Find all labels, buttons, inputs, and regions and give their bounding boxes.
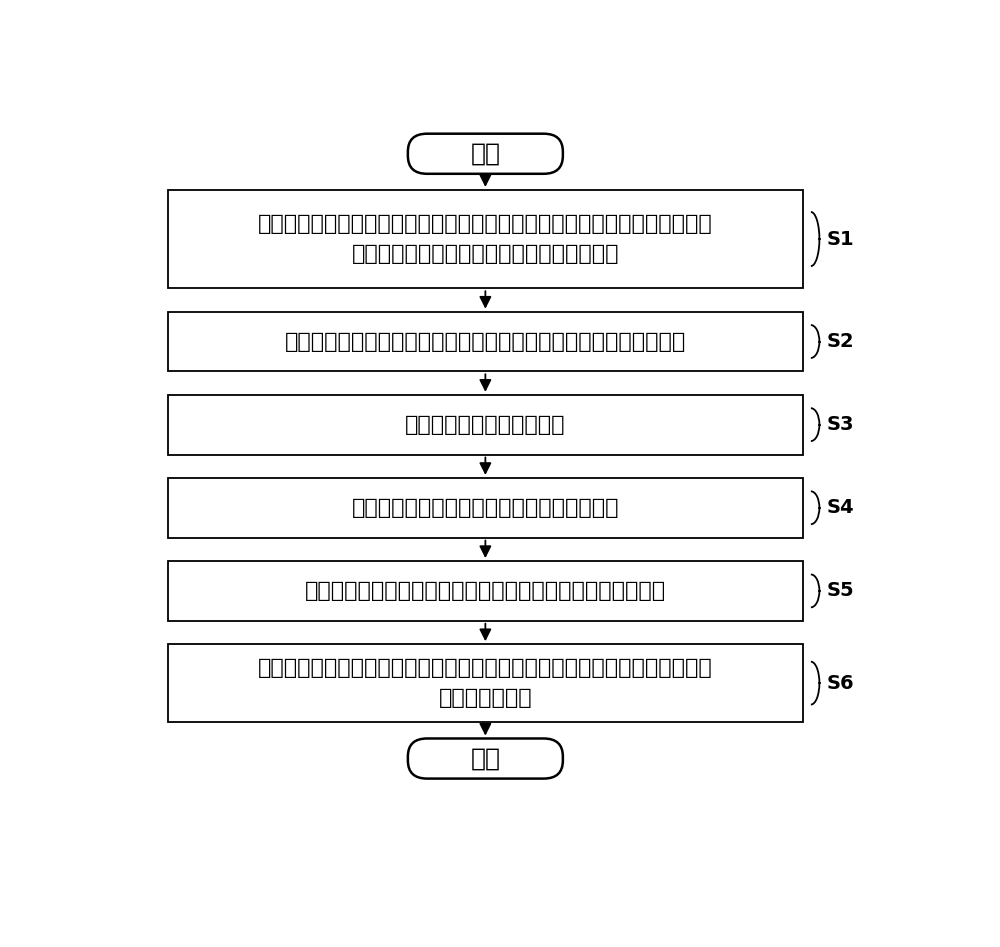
Text: S3: S3 [826, 415, 854, 434]
Text: 基于配置信息生成前端代码: 基于配置信息生成前端代码 [405, 415, 566, 435]
FancyBboxPatch shape [168, 395, 803, 455]
Text: 开始: 开始 [470, 142, 500, 166]
Text: S6: S6 [826, 673, 854, 692]
FancyBboxPatch shape [408, 134, 563, 174]
Text: S2: S2 [826, 332, 854, 351]
Text: 基于前端镜像、后端镜像，以及网站域名和网站地址之间的映射关系进行网站
应用系统的部署: 基于前端镜像、后端镜像，以及网站域名和网站地址之间的映射关系进行网站 应用系统的… [258, 658, 713, 708]
Text: 基于配置信息中的属性配置信息生成后端代码: 基于配置信息中的属性配置信息生成后端代码 [352, 498, 619, 518]
Text: 基于前端代码得到前端镜像，以及基于后端代码得到后端镜像: 基于前端代码得到前端镜像，以及基于后端代码得到后端镜像 [305, 581, 666, 601]
Text: S1: S1 [826, 229, 854, 248]
Text: S4: S4 [826, 498, 854, 517]
FancyBboxPatch shape [168, 644, 803, 723]
Text: S5: S5 [826, 581, 854, 600]
FancyBboxPatch shape [168, 561, 803, 621]
Text: 基于建表信息进行建表得到数据表并存储在数据库中，建表信息是根据数据表
参数生成的，数据表参数包括数据表字段信息: 基于建表信息进行建表得到数据表并存储在数据库中，建表信息是根据数据表 参数生成的… [258, 214, 713, 264]
FancyBboxPatch shape [168, 312, 803, 371]
Text: 结束: 结束 [470, 746, 500, 771]
Text: 基于从数据库中的数据表以及用户选择进行信息配置，得到配置信息: 基于从数据库中的数据表以及用户选择进行信息配置，得到配置信息 [285, 331, 686, 351]
FancyBboxPatch shape [168, 189, 803, 288]
FancyBboxPatch shape [168, 478, 803, 538]
FancyBboxPatch shape [408, 739, 563, 778]
